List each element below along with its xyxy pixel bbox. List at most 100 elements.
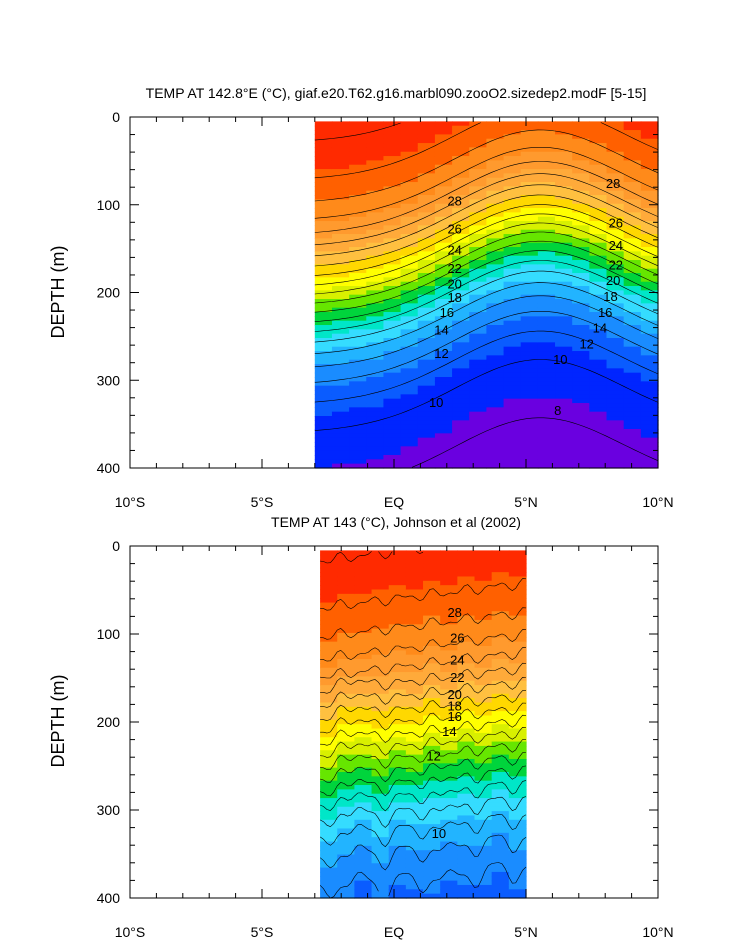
field-cell [423, 689, 441, 695]
field-cell [434, 403, 453, 408]
field-cell [606, 130, 625, 135]
field-cell [452, 359, 470, 365]
field-cell [606, 312, 625, 317]
field-cell [331, 151, 350, 157]
field-cell [405, 798, 424, 804]
field-cell [537, 138, 556, 144]
field-cell [486, 303, 505, 309]
field-cell [452, 255, 470, 261]
field-cell [452, 424, 470, 430]
field-cell [491, 889, 510, 895]
contour-label: 10 [432, 826, 446, 841]
field-cell [320, 793, 338, 799]
field-cell [320, 758, 338, 764]
field-cell [383, 437, 402, 443]
contour-label: 18 [603, 289, 617, 304]
field-cell [337, 563, 355, 569]
field-cell [623, 169, 642, 174]
field-cell [508, 785, 527, 790]
field-cell [337, 850, 355, 856]
field-cell [589, 147, 608, 153]
field-cell [354, 871, 373, 877]
field-cell [469, 403, 487, 408]
field-cell [354, 763, 373, 769]
field-cell [457, 702, 476, 708]
field-cell [417, 381, 436, 387]
field-cell [440, 750, 458, 756]
field-cell [434, 255, 453, 261]
field-cell [405, 567, 424, 573]
field-cell [400, 333, 419, 339]
field-cell [589, 338, 608, 343]
field-cell [640, 177, 659, 183]
field-cell [434, 429, 453, 434]
field-cell [469, 316, 487, 322]
field-cell [405, 772, 424, 777]
field-cell [520, 342, 539, 348]
field-cell [400, 450, 419, 456]
field-cell [508, 593, 527, 599]
field-cell [572, 208, 590, 213]
field-cell [474, 732, 493, 738]
field-cell [314, 234, 333, 239]
field-cell [452, 238, 470, 244]
field-cell [354, 589, 373, 595]
field-cell [366, 234, 385, 239]
field-cell [320, 850, 338, 856]
field-cell [331, 160, 350, 166]
field-cell [589, 420, 608, 426]
field-cell [457, 589, 476, 595]
field-cell [331, 346, 350, 352]
field-cell [491, 715, 510, 721]
field-cell [520, 377, 539, 382]
field-cell [486, 260, 505, 265]
field-cell [434, 290, 453, 296]
field-cell [491, 758, 510, 764]
field-cell [383, 125, 402, 131]
field-cell [371, 598, 390, 604]
field-cell [469, 372, 487, 378]
field-cell [537, 121, 556, 127]
field-cell [623, 463, 642, 469]
field-cell [474, 559, 493, 565]
field-cell [589, 182, 608, 187]
field-cell [349, 190, 367, 196]
field-cell [606, 320, 625, 326]
field-cell [417, 416, 436, 421]
field-cell [503, 290, 522, 296]
field-cell [555, 459, 573, 465]
field-cell [417, 286, 436, 291]
field-cell [400, 299, 419, 304]
field-cell [440, 559, 458, 565]
field-cell [440, 863, 458, 869]
field-cell [520, 173, 539, 179]
field-cell [434, 394, 453, 400]
field-cell [457, 559, 476, 565]
field-cell [640, 221, 659, 226]
field-cell [349, 463, 367, 469]
field-cell [589, 463, 608, 469]
field-cell [623, 294, 642, 300]
field-cell [320, 698, 338, 704]
field-cell [354, 789, 373, 795]
field-cell [434, 325, 453, 330]
field-cell [555, 303, 573, 309]
field-cell [388, 837, 407, 843]
field-cell [434, 307, 453, 313]
field-cell [366, 463, 385, 469]
field-cell [337, 589, 355, 595]
field-cell [452, 364, 470, 369]
field-cell [606, 411, 625, 417]
field-cell [314, 407, 333, 413]
field-cell [474, 676, 493, 682]
field-cell [572, 234, 590, 239]
field-cell [354, 580, 373, 586]
field-cell [354, 889, 373, 895]
field-cell [491, 754, 510, 760]
field-cell [555, 463, 573, 469]
field-cell [400, 290, 419, 296]
field-cell [400, 359, 419, 365]
field-cell [440, 806, 458, 812]
field-cell [366, 390, 385, 395]
field-cell [589, 156, 608, 161]
